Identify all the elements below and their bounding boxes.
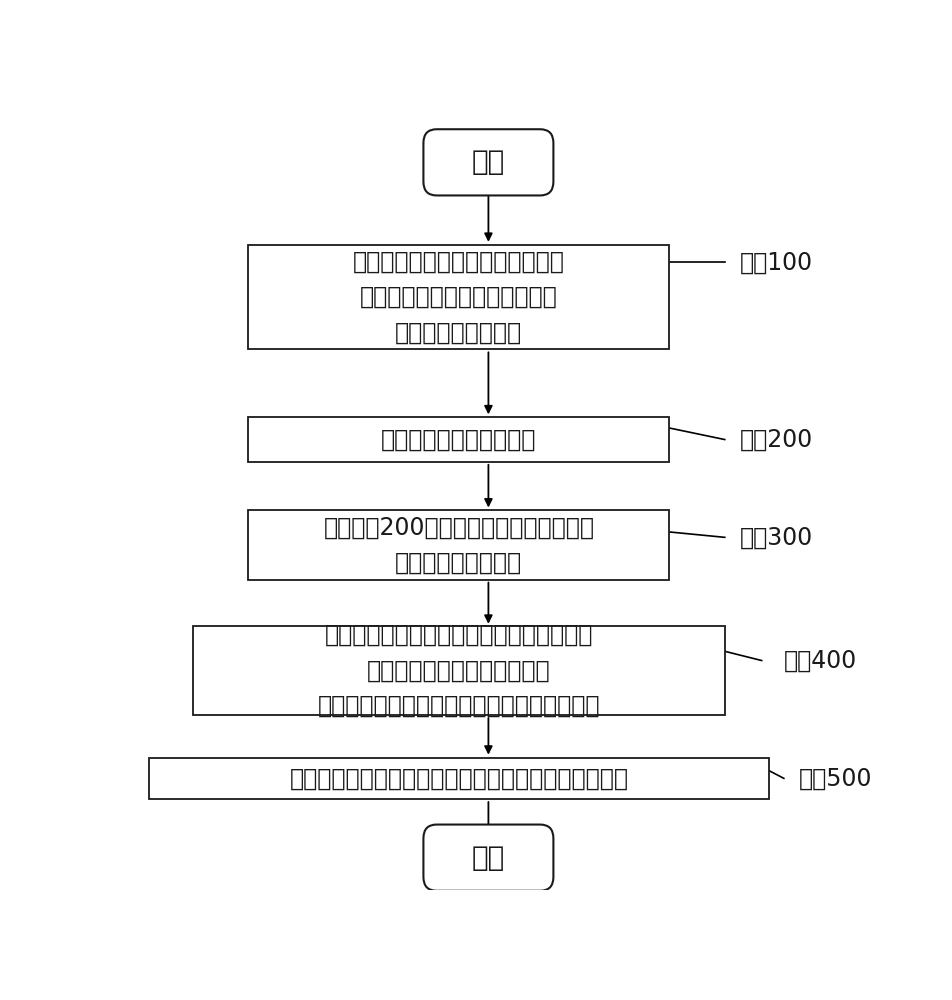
Text: 步骤400: 步骤400: [783, 649, 856, 673]
Text: 步骤300: 步骤300: [739, 525, 812, 549]
Bar: [149, 758, 768, 799]
Text: 结束: 结束: [471, 844, 505, 872]
Text: 喷射过程完毕，执行压裂过程，直到完成全部压裂条数: 喷射过程完毕，执行压裂过程，直到完成全部压裂条数: [289, 766, 627, 790]
FancyBboxPatch shape: [423, 129, 553, 195]
Text: 开始: 开始: [471, 148, 505, 176]
Bar: [192, 626, 724, 715]
Bar: [248, 245, 668, 349]
Bar: [248, 510, 668, 580]
Text: 根据步骤200中的压裂排量和压裂缝长，
确定径向水射流孔数: 根据步骤200中的压裂排量和压裂缝长， 确定径向水射流孔数: [323, 515, 594, 575]
Text: 步骤200: 步骤200: [739, 428, 812, 452]
Text: 步骤500: 步骤500: [798, 766, 871, 790]
FancyBboxPatch shape: [423, 825, 553, 891]
Text: 选定待实施径向压裂井的目的层，
确定目的层的水平最大主应力、
水平最小主应力方向: 选定待实施径向压裂井的目的层， 确定目的层的水平最大主应力、 水平最小主应力方向: [352, 250, 565, 344]
Bar: [248, 417, 668, 462]
Text: 沿与水平最小主应力方向呈一定角度的方向
进行定向开窗及径向水射流，
执行喷射过程，直到完成全部径向水射流孔数: 沿与水平最小主应力方向呈一定角度的方向 进行定向开窗及径向水射流， 执行喷射过程…: [317, 623, 600, 718]
Text: 确定压裂排量和压裂缝长: 确定压裂排量和压裂缝长: [381, 428, 536, 452]
Text: 步骤100: 步骤100: [739, 250, 812, 274]
